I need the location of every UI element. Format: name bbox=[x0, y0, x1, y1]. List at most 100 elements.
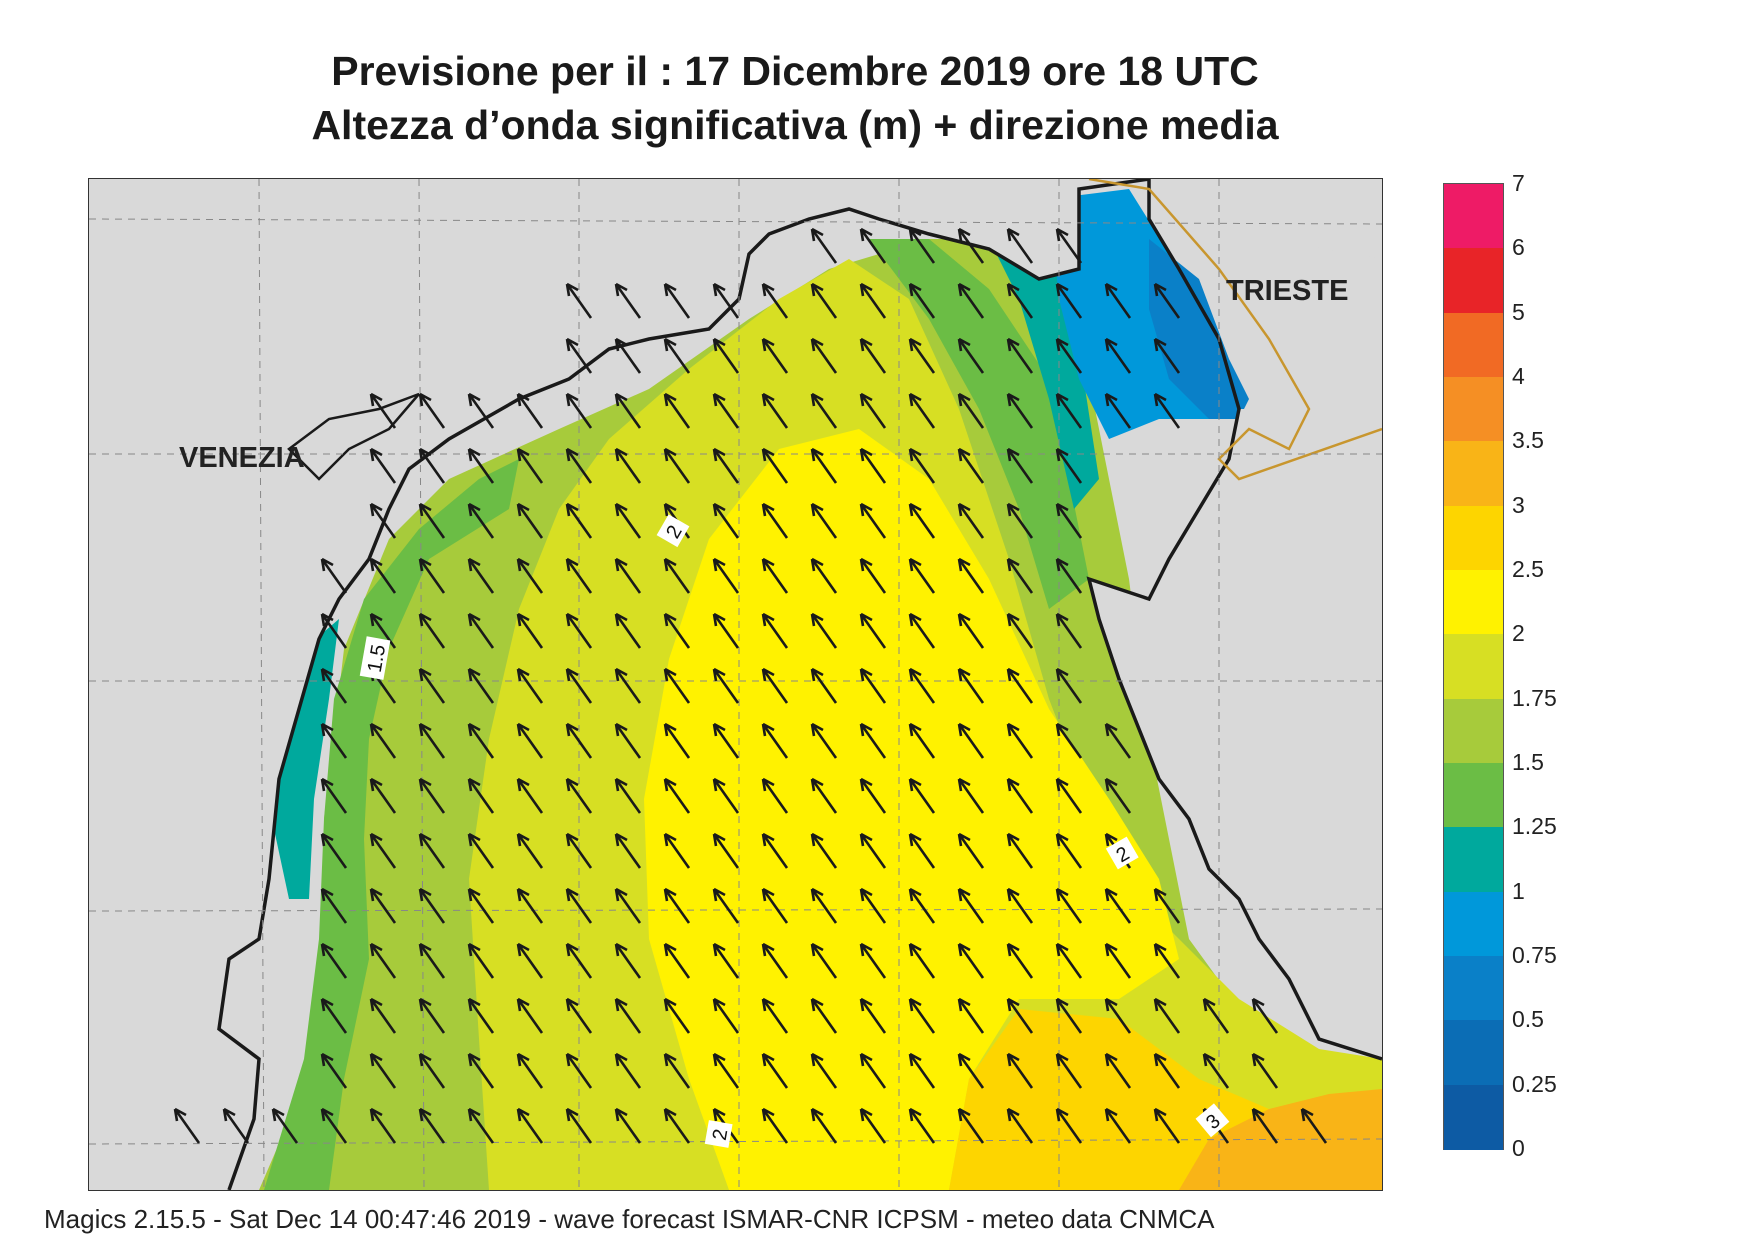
wave-direction-arrow bbox=[418, 612, 446, 649]
colorbar-tick-label: 5 bbox=[1512, 298, 1525, 325]
wave-direction-arrow bbox=[1055, 447, 1083, 484]
wave-direction-arrow bbox=[467, 722, 495, 759]
wave-direction-arrow bbox=[1202, 997, 1230, 1034]
wave-direction-arrow bbox=[1251, 997, 1279, 1034]
wave-direction-arrow bbox=[761, 1052, 789, 1089]
wave-direction-arrow bbox=[418, 777, 446, 814]
wave-direction-arrow bbox=[467, 942, 495, 979]
wave-direction-arrow bbox=[761, 887, 789, 924]
wave-direction-arrow bbox=[1153, 1107, 1181, 1144]
wave-direction-arrow bbox=[320, 722, 348, 759]
wave-direction-arrow bbox=[369, 392, 397, 429]
wave-direction-arrow bbox=[712, 337, 740, 374]
wave-direction-arrow bbox=[418, 997, 446, 1034]
wave-direction-arrow bbox=[1251, 1052, 1279, 1089]
sea-band-0_5-0_75 bbox=[1149, 239, 1249, 419]
wave-direction-arrow bbox=[173, 1107, 201, 1144]
wave-direction-arrow bbox=[565, 392, 593, 429]
wave-direction-arrow bbox=[614, 1107, 642, 1144]
wave-direction-arrow bbox=[418, 502, 446, 539]
wave-direction-arrow bbox=[761, 337, 789, 374]
wave-direction-arrow bbox=[810, 337, 838, 374]
wave-direction-arrow bbox=[320, 942, 348, 979]
wave-direction-arrow bbox=[908, 502, 936, 539]
wave-direction-arrow bbox=[761, 502, 789, 539]
wave-direction-arrow bbox=[712, 392, 740, 429]
wave-direction-arrow bbox=[712, 997, 740, 1034]
wave-direction-arrow bbox=[810, 832, 838, 869]
wave-direction-arrow bbox=[418, 667, 446, 704]
footer-credits: Magics 2.15.5 - Sat Dec 14 00:47:46 2019… bbox=[44, 1204, 1215, 1234]
wave-direction-arrow bbox=[614, 887, 642, 924]
wave-direction-arrow bbox=[1006, 502, 1034, 539]
wave-direction-arrow bbox=[957, 1107, 985, 1144]
wave-height-map: 2 1.5 2 2 3 VENEZIA TRIESTE bbox=[88, 178, 1383, 1191]
wave-direction-arrow bbox=[516, 392, 544, 429]
wave-direction-arrow bbox=[1055, 1052, 1083, 1089]
wave-direction-arrow bbox=[1153, 392, 1181, 429]
wave-direction-arrow bbox=[761, 667, 789, 704]
colorbar-tick-label: 3.5 bbox=[1512, 427, 1544, 454]
wave-direction-arrow bbox=[1055, 722, 1083, 759]
wave-direction-arrow bbox=[418, 392, 446, 429]
colorbar-tick-label: 0 bbox=[1512, 1135, 1525, 1161]
wave-direction-arrow bbox=[859, 1052, 887, 1089]
wave-direction-arrow bbox=[712, 942, 740, 979]
wave-direction-arrow bbox=[1006, 777, 1034, 814]
wave-direction-arrow bbox=[663, 942, 691, 979]
wave-direction-arrow bbox=[320, 997, 348, 1034]
wave-direction-arrow bbox=[614, 557, 642, 594]
land-istria bbox=[1089, 409, 1382, 1059]
wave-direction-arrow bbox=[467, 447, 495, 484]
wave-direction-arrow bbox=[957, 1052, 985, 1089]
wave-direction-arrow bbox=[467, 777, 495, 814]
wave-direction-arrow bbox=[859, 1107, 887, 1144]
wave-direction-arrow bbox=[1055, 942, 1083, 979]
wave-direction-arrow bbox=[565, 997, 593, 1034]
wave-direction-arrow bbox=[1104, 392, 1132, 429]
wave-direction-arrow bbox=[320, 667, 348, 704]
wave-direction-arrow bbox=[908, 942, 936, 979]
wave-direction-arrow bbox=[418, 1052, 446, 1089]
wave-direction-arrow bbox=[761, 392, 789, 429]
wave-direction-arrow bbox=[467, 612, 495, 649]
wave-direction-arrow bbox=[859, 557, 887, 594]
wave-direction-arrow bbox=[957, 282, 985, 319]
wave-direction-arrow bbox=[467, 1107, 495, 1144]
wave-direction-arrow bbox=[1006, 337, 1034, 374]
wave-direction-arrow bbox=[565, 942, 593, 979]
wave-direction-arrow bbox=[957, 832, 985, 869]
wave-direction-arrow bbox=[810, 777, 838, 814]
wave-direction-arrow bbox=[810, 997, 838, 1034]
wave-direction-arrow bbox=[663, 557, 691, 594]
wave-direction-arrow bbox=[761, 997, 789, 1034]
wave-direction-arrow bbox=[908, 612, 936, 649]
wave-direction-arrow bbox=[1006, 282, 1034, 319]
wave-direction-arrow bbox=[663, 832, 691, 869]
wave-direction-arrow bbox=[957, 887, 985, 924]
wave-direction-arrow bbox=[516, 1052, 544, 1089]
wave-direction-arrow bbox=[565, 282, 593, 319]
wave-direction-arrow bbox=[516, 1107, 544, 1144]
wave-direction-arrow bbox=[1104, 942, 1132, 979]
wave-direction-arrows bbox=[173, 227, 1328, 1144]
land-north-coast bbox=[89, 179, 1382, 1190]
wave-direction-arrow bbox=[908, 887, 936, 924]
wave-direction-arrow bbox=[1153, 337, 1181, 374]
wave-direction-arrow bbox=[516, 777, 544, 814]
wave-direction-arrow bbox=[614, 502, 642, 539]
wave-direction-arrow bbox=[1055, 667, 1083, 704]
sea-band-2-2_5 bbox=[644, 429, 1179, 1190]
wave-direction-arrow bbox=[467, 887, 495, 924]
wave-direction-arrow bbox=[516, 612, 544, 649]
wave-direction-arrow bbox=[418, 887, 446, 924]
wave-direction-arrow bbox=[1153, 1052, 1181, 1089]
wave-direction-arrow bbox=[663, 282, 691, 319]
wave-direction-arrow bbox=[1251, 1107, 1279, 1144]
wave-direction-arrow bbox=[467, 502, 495, 539]
wave-direction-arrow bbox=[859, 227, 887, 264]
wave-direction-arrow bbox=[1006, 832, 1034, 869]
wave-direction-arrow bbox=[1055, 612, 1083, 649]
wave-direction-arrow bbox=[859, 502, 887, 539]
wave-direction-arrow bbox=[565, 832, 593, 869]
